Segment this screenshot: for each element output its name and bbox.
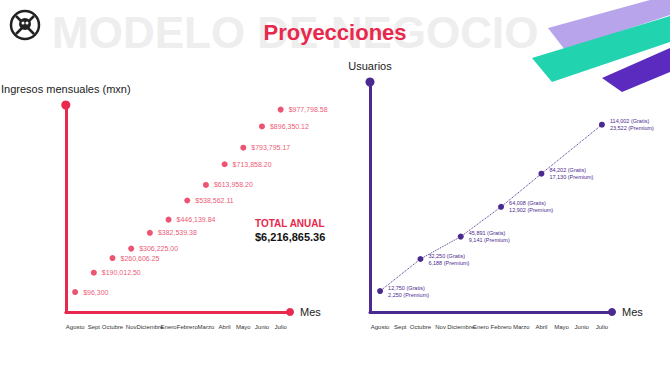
svg-text:9,141 (Premium): 9,141 (Premium)	[469, 237, 510, 243]
svg-text:Enero: Enero	[473, 324, 490, 330]
svg-text:Octubre: Octubre	[410, 324, 432, 330]
svg-text:$713,858.20: $713,858.20	[233, 161, 272, 168]
svg-text:Nov: Nov	[126, 324, 137, 330]
svg-text:Agosto: Agosto	[371, 324, 390, 330]
svg-text:Diciembre: Diciembre	[447, 324, 475, 330]
svg-text:12,750 (Gratis): 12,750 (Gratis)	[388, 285, 425, 291]
svg-text:$896,350.12: $896,350.12	[270, 123, 309, 130]
svg-text:Julio: Julio	[596, 324, 609, 330]
svg-text:Nov: Nov	[435, 324, 446, 330]
svg-text:$96,300: $96,300	[83, 289, 108, 296]
svg-text:64,008 (Gratis): 64,008 (Gratis)	[509, 200, 546, 206]
svg-text:Marzo: Marzo	[198, 324, 215, 330]
svg-text:2,250 (Premium): 2,250 (Premium)	[388, 292, 429, 298]
svg-text:Julio: Julio	[274, 324, 287, 330]
svg-text:$190,012.50: $190,012.50	[102, 269, 141, 276]
svg-text:Agosto: Agosto	[66, 324, 85, 330]
svg-text:Proyecciones: Proyecciones	[263, 20, 406, 45]
svg-text:114,002 (Gratis): 114,002 (Gratis)	[610, 118, 650, 124]
svg-text:$977,798.58: $977,798.58	[289, 106, 328, 113]
svg-text:84,202 (Gratis): 84,202 (Gratis)	[549, 167, 586, 173]
svg-text:Sept: Sept	[394, 324, 407, 330]
svg-text:$382,539.38: $382,539.38	[158, 229, 197, 236]
svg-text:TOTAL ANUAL: TOTAL ANUAL	[255, 218, 325, 229]
svg-text:Mes: Mes	[300, 306, 321, 318]
svg-text:Enero: Enero	[161, 324, 178, 330]
svg-text:$793,795.17: $793,795.17	[251, 144, 290, 151]
svg-text:32,250 (Gratis): 32,250 (Gratis)	[428, 253, 465, 259]
svg-text:$613,958.20: $613,958.20	[214, 181, 253, 188]
svg-text:$260,606.25: $260,606.25	[121, 255, 160, 262]
svg-text:$306,225.00: $306,225.00	[139, 245, 178, 252]
svg-text:45,891 (Gratis): 45,891 (Gratis)	[469, 230, 506, 236]
svg-text:$6,216,865.36: $6,216,865.36	[255, 231, 325, 243]
svg-text:$538,562.11: $538,562.11	[195, 197, 234, 204]
svg-text:$446,139.84: $446,139.84	[177, 216, 216, 223]
svg-text:Ingresos mensuales (mxn): Ingresos mensuales (mxn)	[1, 83, 131, 95]
svg-text:Usuarios: Usuarios	[348, 60, 392, 72]
svg-text:Junio: Junio	[575, 324, 590, 330]
svg-text:Mes: Mes	[622, 306, 643, 318]
svg-text:Abril: Abril	[219, 324, 231, 330]
svg-text:Abril: Abril	[535, 324, 547, 330]
svg-text:Mayo: Mayo	[554, 324, 569, 330]
svg-text:Mayo: Mayo	[236, 324, 251, 330]
svg-text:Febrero: Febrero	[491, 324, 513, 330]
svg-text:12,902 (Premium): 12,902 (Premium)	[509, 207, 553, 213]
svg-text:17,130 (Premium): 17,130 (Premium)	[549, 174, 593, 180]
svg-text:Octubre: Octubre	[102, 324, 124, 330]
svg-text:Sept: Sept	[88, 324, 101, 330]
svg-text:Marzo: Marzo	[513, 324, 530, 330]
svg-text:23,522 (Premium): 23,522 (Premium)	[610, 125, 654, 131]
svg-text:Junio: Junio	[255, 324, 270, 330]
svg-text:6,188 (Premium): 6,188 (Premium)	[428, 260, 469, 266]
svg-text:Febrero: Febrero	[177, 324, 199, 330]
